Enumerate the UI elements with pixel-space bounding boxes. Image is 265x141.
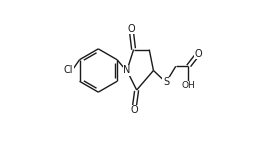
Text: N: N (123, 66, 131, 75)
Text: OH: OH (182, 81, 195, 90)
Text: O: O (130, 105, 138, 115)
Text: O: O (194, 49, 202, 59)
Text: O: O (127, 24, 135, 34)
Text: S: S (163, 77, 169, 87)
Text: Cl: Cl (64, 66, 73, 75)
